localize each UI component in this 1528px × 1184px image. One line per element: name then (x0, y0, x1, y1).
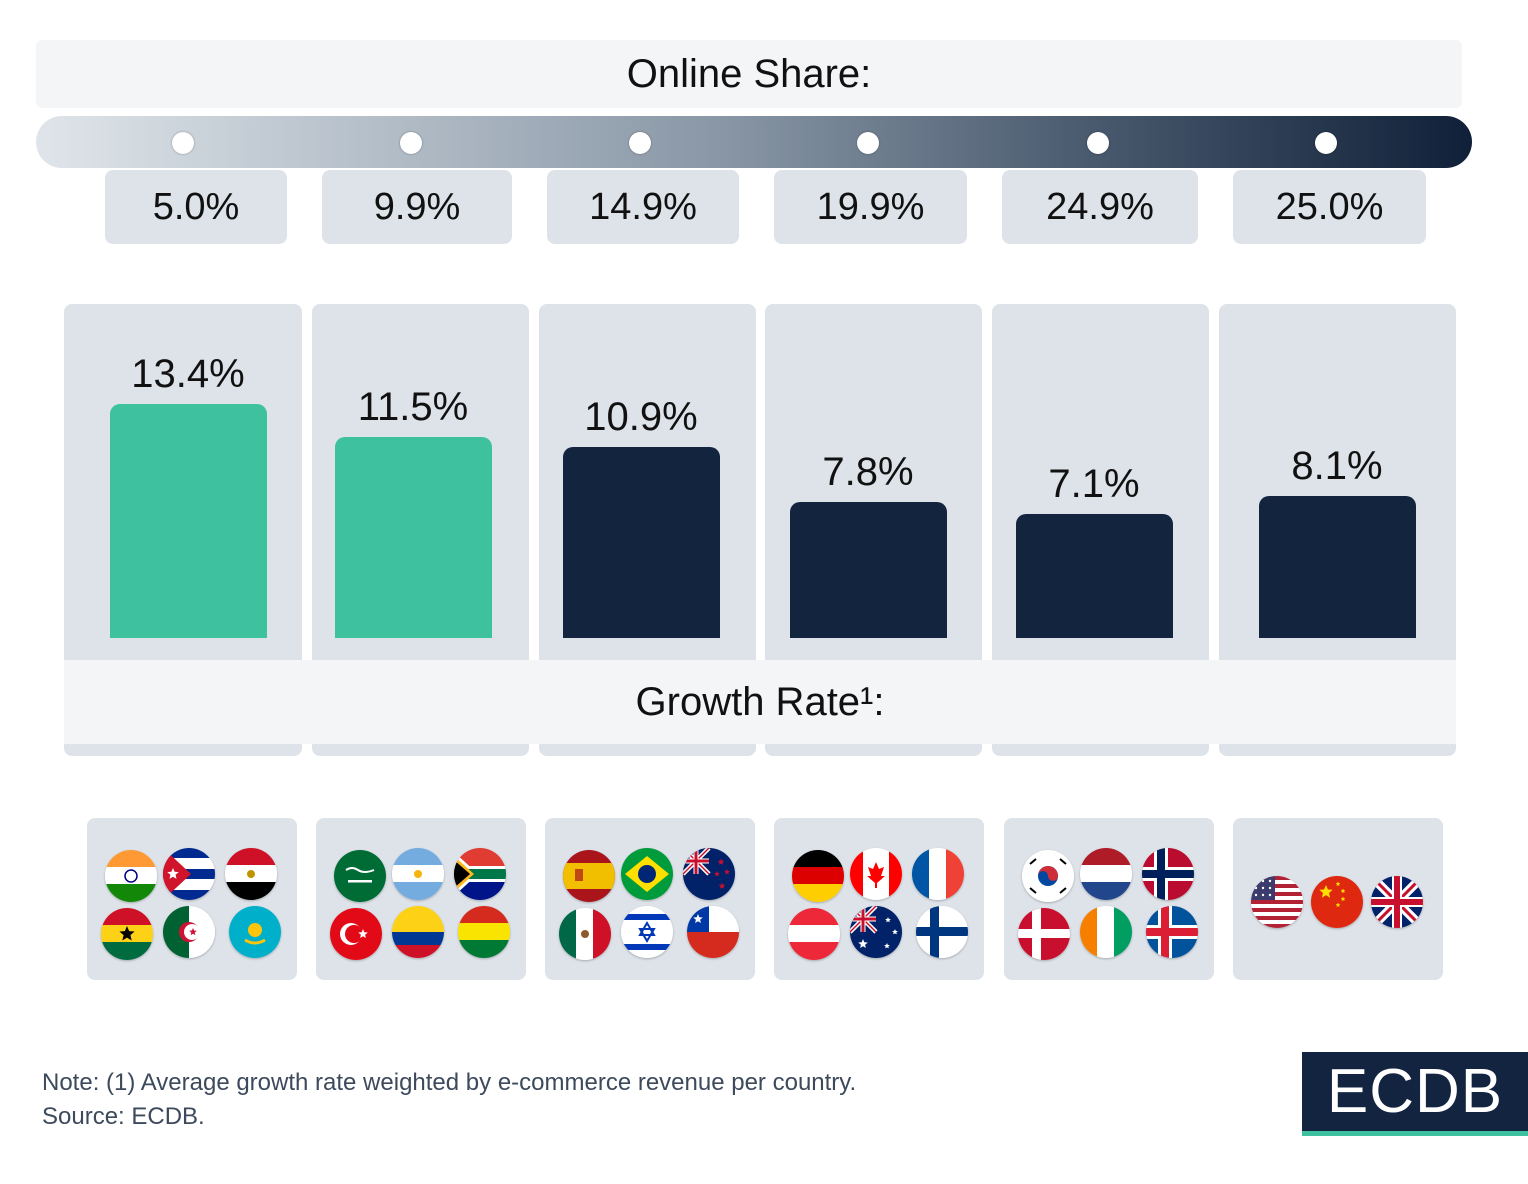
new-zealand-flag-icon (683, 848, 735, 900)
growth-bar (1259, 496, 1416, 638)
china-flag-icon (1311, 876, 1363, 928)
online-share-scale-bar (36, 116, 1472, 168)
growth-bar-label: 10.9% (584, 395, 698, 440)
growth-bar (563, 447, 720, 638)
israel-flag-icon (621, 906, 673, 958)
growth-rate-title: Growth Rate¹: (64, 660, 1456, 744)
cuba-flag-icon (163, 848, 215, 900)
denmark-flag-icon (1018, 908, 1070, 960)
australia-flag-icon (850, 906, 902, 958)
scale-marker-5 (1087, 132, 1109, 154)
kazakhstan-flag-icon (229, 906, 281, 958)
growth-bar-label: 11.5% (357, 384, 469, 429)
uk-flag-icon (1371, 876, 1423, 928)
india-flag-icon (105, 850, 157, 902)
online-share-tick: 25.0% (1233, 170, 1426, 244)
flag-group-box (545, 818, 755, 980)
turkey-flag-icon (330, 908, 382, 960)
algeria-flag-icon (163, 906, 215, 958)
growth-bar (110, 403, 267, 638)
spain-flag-icon (563, 850, 615, 902)
online-share-tick: 5.0% (105, 170, 287, 244)
austria-flag-icon (788, 908, 840, 960)
flag-group-box (1004, 818, 1214, 980)
flag-group-box (774, 818, 984, 980)
growth-bar-label: 7.1% (1048, 461, 1140, 506)
note-text: Note: (1) Average growth rate weighted b… (42, 1069, 857, 1096)
germany-flag-icon (792, 850, 844, 902)
online-share-tick: 24.9% (1002, 170, 1198, 244)
iceland-flag-icon (1146, 906, 1198, 958)
south-africa-flag-icon (454, 848, 506, 900)
ivory-coast-flag-icon (1080, 906, 1132, 958)
south-korea-flag-icon (1022, 850, 1074, 902)
ghana-flag-icon (101, 908, 153, 960)
bolivia-flag-icon (458, 906, 510, 958)
norway-flag-icon (1142, 848, 1194, 900)
mexico-flag-icon (559, 908, 611, 960)
growth-bar-label: 7.8% (822, 449, 914, 494)
scale-marker-4 (857, 132, 879, 154)
saudi-arabia-flag-icon (334, 850, 386, 902)
france-flag-icon (912, 848, 964, 900)
finland-flag-icon (916, 906, 968, 958)
usa-flag-icon (1251, 876, 1303, 928)
scale-marker-3 (629, 132, 651, 154)
flag-group-box (1233, 818, 1443, 980)
colombia-flag-icon (392, 906, 444, 958)
growth-bar (1016, 513, 1173, 638)
scale-marker-6 (1315, 132, 1337, 154)
growth-bar (335, 436, 492, 638)
footnote: Note: (1) Average growth rate weighted b… (42, 1066, 856, 1134)
argentina-flag-icon (392, 848, 444, 900)
growth-bar-label: 8.1% (1291, 444, 1383, 489)
ecdb-logo: ECDB (1302, 1052, 1528, 1136)
scale-marker-1 (172, 132, 194, 154)
online-share-tick: 9.9% (322, 170, 512, 244)
online-share-tick: 14.9% (547, 170, 739, 244)
growth-bar (790, 501, 947, 638)
online-share-title: Online Share: (36, 40, 1462, 108)
egypt-flag-icon (225, 848, 277, 900)
flag-group-box (316, 818, 526, 980)
scale-marker-2 (400, 132, 422, 154)
flag-group-box (87, 818, 297, 980)
netherlands-flag-icon (1080, 848, 1132, 900)
canada-flag-icon (850, 848, 902, 900)
online-share-tick: 19.9% (774, 170, 967, 244)
chile-flag-icon (687, 906, 739, 958)
growth-bar-label: 13.4% (131, 351, 245, 396)
source-text: Source: ECDB. (42, 1103, 205, 1130)
brazil-flag-icon (621, 848, 673, 900)
